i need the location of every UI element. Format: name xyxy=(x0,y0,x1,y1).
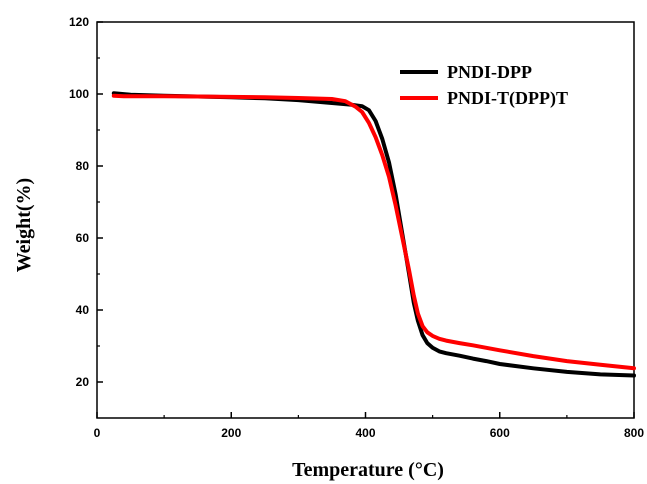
y-tick-label: 80 xyxy=(76,159,90,173)
series-line-2 xyxy=(111,93,636,371)
y-tick-label: 40 xyxy=(76,303,90,317)
x-tick-label: 800 xyxy=(624,426,644,440)
x-tick-label: 400 xyxy=(355,426,375,440)
x-tick-label: 200 xyxy=(221,426,241,440)
y-axis-label: Weight(%) xyxy=(13,178,35,272)
x-tick-label: 600 xyxy=(490,426,510,440)
legend: PNDI-DPP PNDI-T(DPP)T xyxy=(400,62,568,109)
x-tick-label: 0 xyxy=(94,426,101,440)
y-tick-label: 100 xyxy=(69,87,89,101)
tick-labels: 0 200 400 600 800 20 40 60 80 100 120 xyxy=(69,15,644,440)
series-lines xyxy=(111,91,636,378)
x-axis-label: Temperature (°C) xyxy=(292,459,444,481)
legend-label-2: PNDI-T(DPP)T xyxy=(447,88,568,109)
y-tick-label: 20 xyxy=(76,375,90,389)
legend-label-1: PNDI-DPP xyxy=(447,62,532,82)
y-tick-label: 60 xyxy=(76,231,90,245)
y-tick-label: 120 xyxy=(69,15,89,29)
axes xyxy=(96,21,635,419)
